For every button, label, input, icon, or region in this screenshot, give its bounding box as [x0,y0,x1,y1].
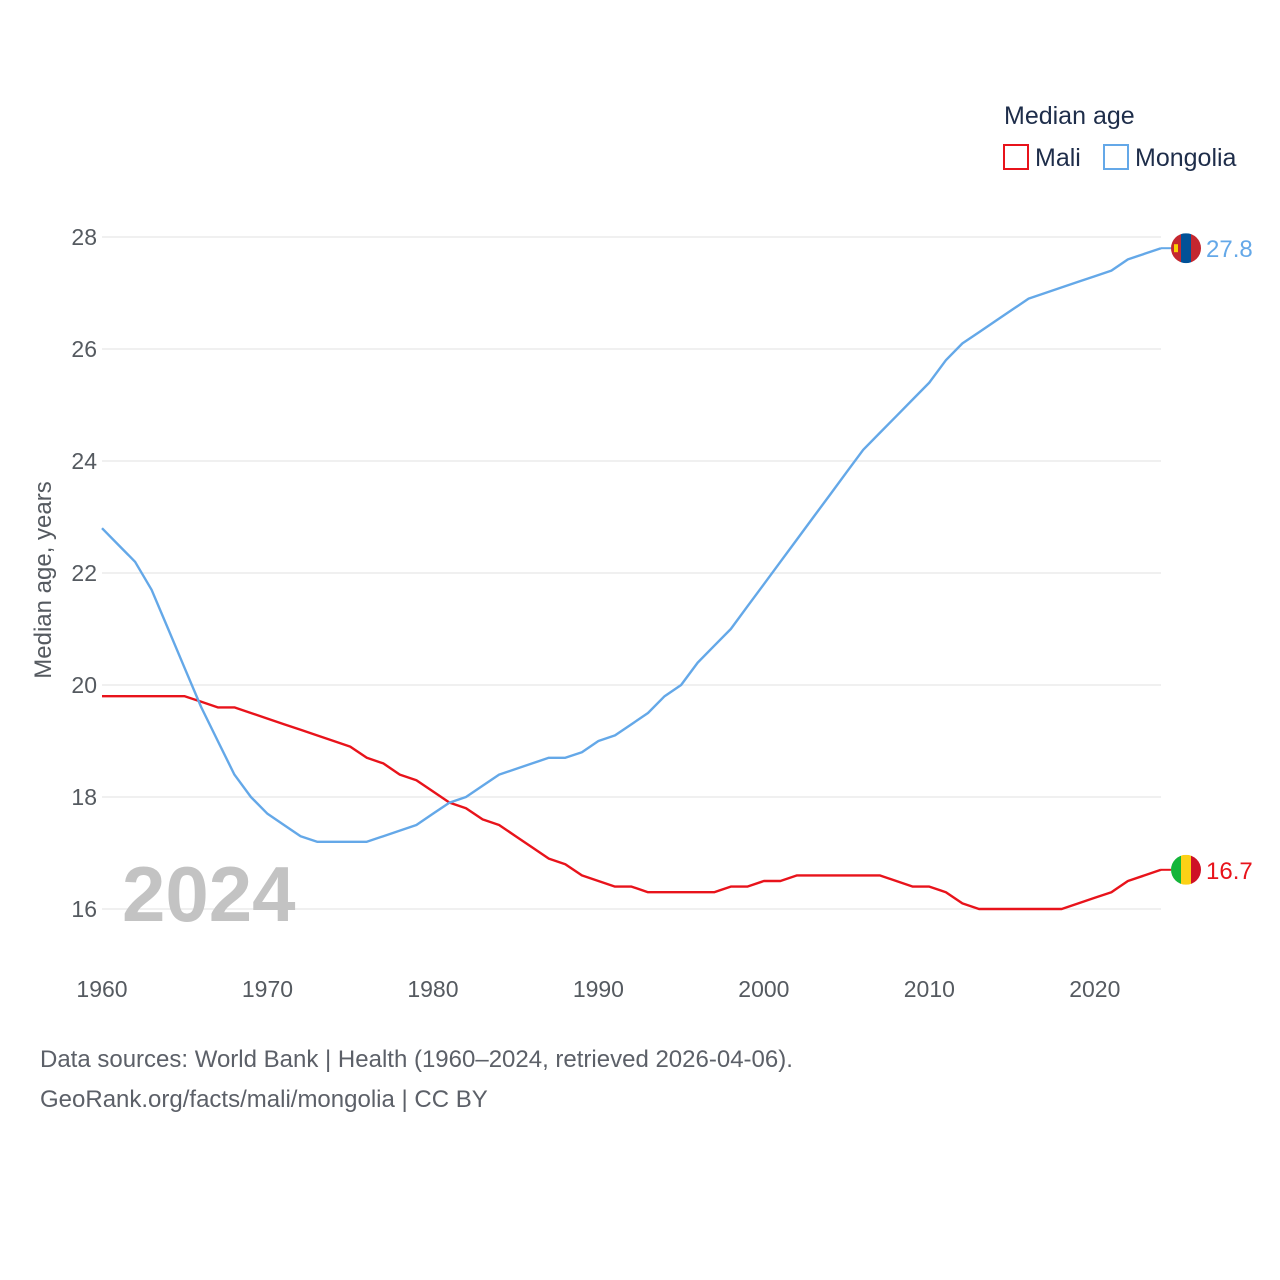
y-tick-label: 24 [71,448,97,474]
x-axis-ticks: 1960 1970 1980 1990 2000 2010 2020 [76,976,1120,1002]
source-footer: Data sources: World Bank | Health (1960–… [40,1040,793,1120]
x-tick-label: 2010 [904,976,955,1002]
y-tick-label: 18 [71,784,97,810]
line-chart: 16 18 20 22 24 26 28 1960 1970 1980 1990 2000 2010 2… [30,102,1253,1002]
x-tick-label: 2020 [1069,976,1120,1002]
gridlines [102,236,1161,910]
y-tick-label: 26 [71,336,97,362]
year-watermark: 2024 [122,850,296,938]
attribution-link[interactable]: GeoRank.org/facts/mali/mongolia | CC BY [40,1086,488,1113]
y-axis-ticks: 16 18 20 22 24 26 28 [71,224,97,922]
y-tick-label: 28 [71,224,97,250]
mongolia-flag-icon [1171,233,1201,264]
legend-label-mongolia[interactable]: Mongolia [1135,144,1237,172]
series-lines [101,247,1162,911]
x-tick-label: 2000 [738,976,789,1002]
data-sources-text: Data sources: World Bank | Health (1960–… [40,1046,793,1073]
end-value-label-mongolia: 27.8 [1206,236,1253,263]
y-tick-label: 16 [71,896,97,922]
x-tick-label: 1970 [242,976,293,1002]
x-tick-label: 1960 [76,976,127,1002]
y-tick-label: 22 [71,560,97,586]
legend-label-mali[interactable]: Mali [1035,144,1081,172]
x-tick-label: 1990 [573,976,624,1002]
end-value-label-mali: 16.7 [1206,858,1253,885]
legend-swatch-mongolia[interactable] [1103,144,1129,170]
y-tick-label: 20 [71,672,97,698]
legend-swatch-mali[interactable] [1003,144,1029,170]
x-tick-label: 1980 [407,976,458,1002]
series-end-markers: 16.7 27.8 [1161,233,1253,885]
series-line-mali[interactable] [102,695,1162,911]
legend: Median age Mali Mongolia [1003,102,1237,172]
mali-flag-icon [1171,854,1201,885]
legend-title: Median age [1004,102,1135,130]
series-line-mongolia[interactable] [101,247,1162,843]
y-axis-label: Median age, years [30,481,57,678]
